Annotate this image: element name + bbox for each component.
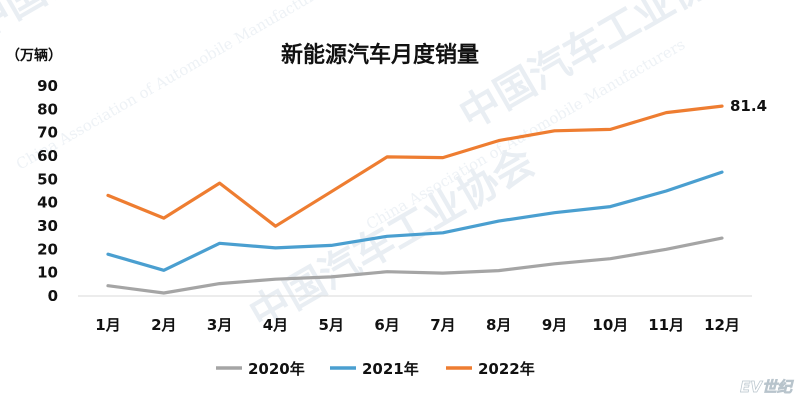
y-axis-ticks: 0 10 20 30 40 50 60 70 80 90 bbox=[37, 77, 58, 305]
x-tick-label: 1月 bbox=[95, 316, 120, 334]
data-annotations: 81.4 bbox=[730, 97, 767, 115]
x-tick-label: 2月 bbox=[151, 316, 176, 334]
x-tick-label: 5月 bbox=[319, 316, 344, 334]
y-tick-label: 30 bbox=[37, 217, 58, 235]
corner-logo: EV世纪 bbox=[740, 378, 794, 396]
series-line-2 bbox=[106, 104, 724, 228]
x-tick-label: 8月 bbox=[486, 316, 511, 334]
series-line-1 bbox=[106, 170, 724, 272]
x-tick-label: 11月 bbox=[648, 316, 684, 334]
legend-label: 2020年 bbox=[248, 360, 305, 378]
y-tick-label: 60 bbox=[37, 147, 58, 165]
x-tick-label: 10月 bbox=[592, 316, 628, 334]
y-tick-label: 70 bbox=[37, 124, 58, 142]
x-tick-label: 4月 bbox=[263, 316, 288, 334]
y-tick-label: 10 bbox=[37, 264, 58, 282]
x-tick-label: 12月 bbox=[704, 316, 740, 334]
x-tick-label: 3月 bbox=[207, 316, 232, 334]
watermark-org-top-right: 中国汽车工业协会 bbox=[452, 0, 752, 139]
x-tick-label: 6月 bbox=[374, 316, 399, 334]
y-tick-label: 40 bbox=[37, 194, 58, 212]
x-tick-label: 9月 bbox=[542, 316, 567, 334]
watermark-org-center: 中国汽车工业协会 bbox=[242, 139, 542, 339]
x-axis-ticks: 1月 2月 3月 4月 5月 6月 7月 8月 9月 10月 11月 12月 bbox=[95, 316, 740, 334]
y-tick-label: 50 bbox=[37, 170, 58, 188]
y-tick-label: 0 bbox=[48, 287, 58, 305]
y-tick-label: 90 bbox=[37, 77, 58, 95]
series-line-0 bbox=[106, 236, 724, 295]
chart-title: 新能源汽车月度销量 bbox=[281, 42, 479, 68]
y-axis-unit: （万辆） bbox=[6, 47, 62, 64]
data-label: 81.4 bbox=[730, 97, 767, 115]
legend-label: 2022年 bbox=[478, 360, 535, 378]
legend: 2020年 2021年 2022年 bbox=[216, 360, 535, 378]
legend-label: 2021年 bbox=[362, 360, 419, 378]
y-tick-label: 20 bbox=[37, 240, 58, 258]
watermark-org-en-left: China Association of Automobile Manufact… bbox=[13, 0, 338, 173]
x-tick-label: 7月 bbox=[430, 316, 455, 334]
series-lines bbox=[106, 104, 724, 295]
y-tick-label: 80 bbox=[37, 100, 58, 118]
